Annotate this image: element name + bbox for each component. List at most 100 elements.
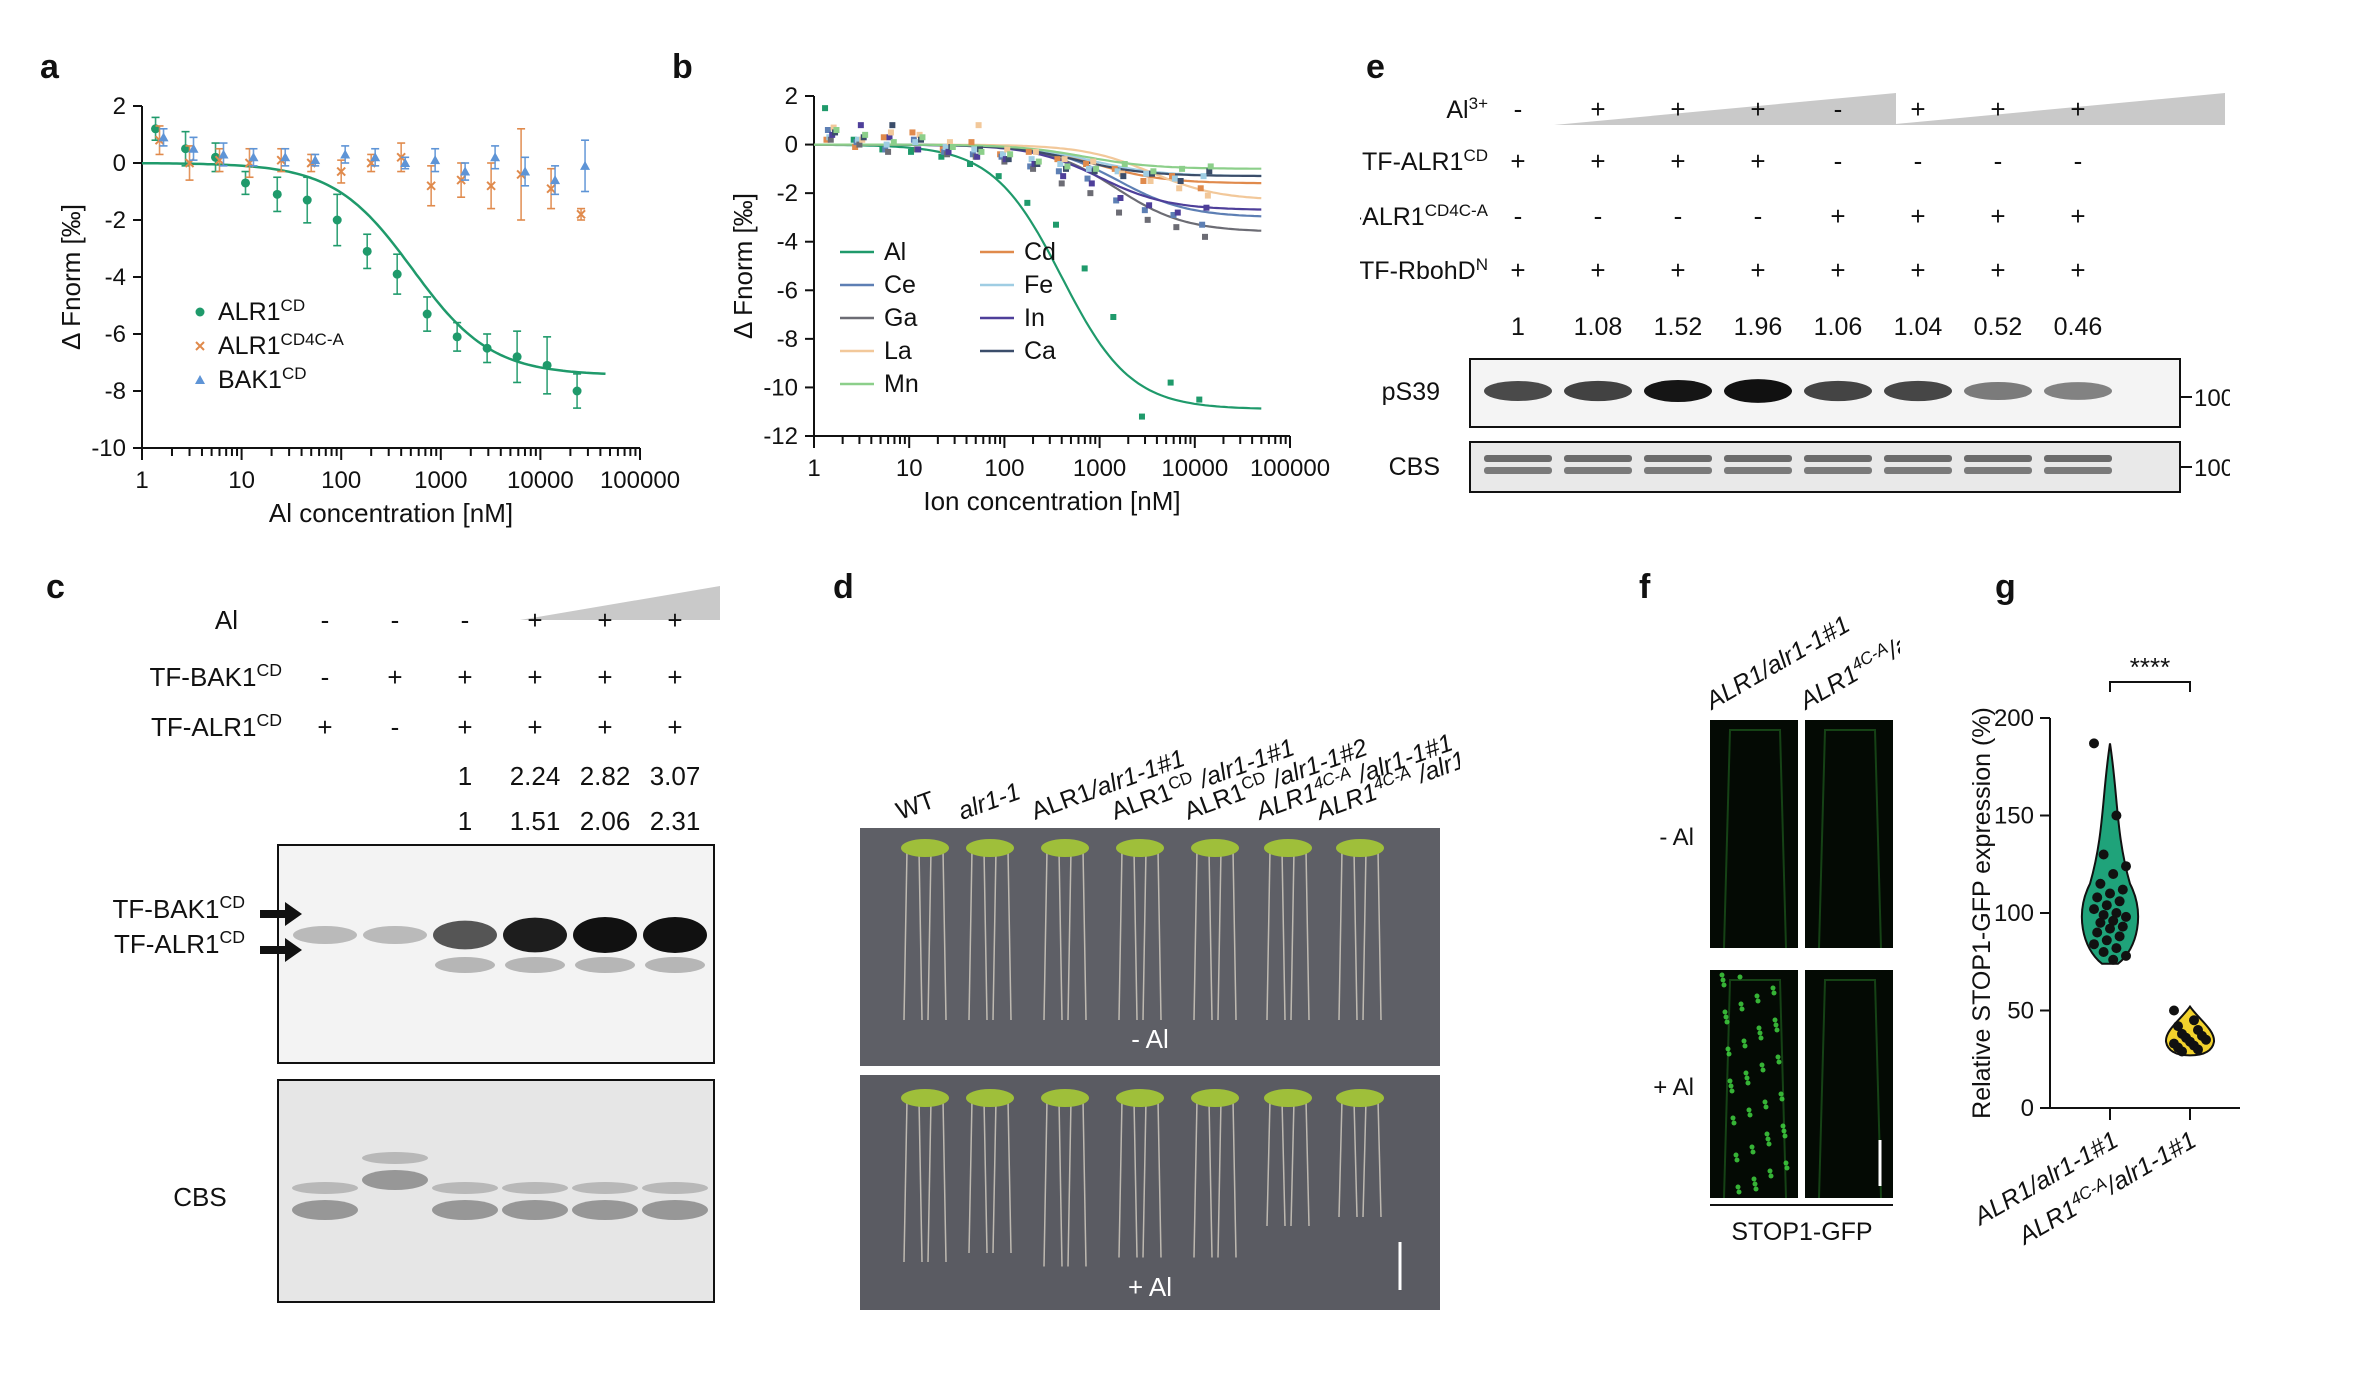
legend-label: Ga (884, 304, 917, 332)
row-label-part: Al (1446, 96, 1468, 124)
symbol: - (391, 712, 400, 742)
gfp-nucleus (1768, 1173, 1774, 1179)
root (1067, 849, 1072, 1021)
symbol: + (1910, 94, 1925, 124)
data-point (520, 166, 531, 176)
data-point (158, 132, 169, 142)
data-point (2117, 884, 2128, 895)
gfp-nucleus (1764, 1131, 1770, 1137)
data-point (1116, 209, 1123, 216)
root (1266, 1099, 1271, 1227)
root (927, 1099, 932, 1263)
data-point (1199, 221, 1206, 228)
data-point (1083, 161, 1090, 167)
root (1377, 1099, 1382, 1218)
gfp-nucleus (1726, 1051, 1732, 1057)
cbs-band (1884, 467, 1952, 474)
symbol: + (1990, 201, 2005, 231)
panel-f: ALR1/alr1-1#1 ALR14C-A/alr1-1#1- Al + Al ST… (1630, 580, 1982, 1270)
row-label-part: TF-ALR1 (151, 712, 256, 742)
legend-label: Ce (884, 271, 916, 299)
root (903, 849, 908, 1021)
cbs-band (1644, 455, 1712, 462)
data-point (824, 127, 831, 133)
root (1133, 849, 1138, 1021)
y-tick-label: 0 (785, 132, 798, 159)
x-tick-label: 10 (896, 455, 923, 482)
data-point (1140, 178, 1147, 184)
data-point (2092, 892, 2103, 903)
gfp-nucleus (1741, 1038, 1747, 1044)
gfp-nucleus (1746, 1107, 1752, 1113)
data-point (1144, 216, 1151, 223)
data-point (1206, 168, 1213, 175)
row-label: TF-ALR1CD4C-A (1360, 201, 1489, 232)
legend-marker (195, 341, 205, 351)
gfp-nucleus (1760, 1067, 1766, 1073)
data-point (2169, 1005, 2179, 1016)
seedling-leaves (1264, 1089, 1312, 1107)
legend-label-part: CD4C-A (281, 330, 345, 349)
gfp-nucleus (1758, 1035, 1764, 1041)
al-gradient-wedge (1885, 93, 2225, 125)
data-point (1058, 180, 1065, 187)
symbol: + (1750, 146, 1765, 176)
data-point (2121, 861, 2131, 872)
root (1043, 849, 1048, 1021)
panel-letter-b: b (672, 48, 693, 86)
cbs-band (1564, 455, 1632, 462)
symbol: + (2070, 255, 2085, 285)
data-point (1207, 163, 1214, 170)
root (1338, 849, 1343, 1021)
cbs-band (642, 1200, 708, 1220)
data-point (886, 134, 893, 141)
symbol: + (1750, 255, 1765, 285)
data-point (1150, 168, 1157, 175)
data-point (1060, 173, 1067, 180)
blot-band (433, 920, 497, 950)
gfp-nucleus (1750, 1149, 1756, 1155)
mw-label: 100 kD (2194, 385, 2230, 412)
data-point (2098, 909, 2109, 920)
blot-band (363, 926, 427, 944)
data-point (1025, 148, 1032, 155)
root (1118, 849, 1123, 1021)
symbol: - (1834, 94, 1843, 124)
x-tick-label: 100 (984, 455, 1024, 482)
data-point (241, 178, 251, 188)
y-axis-label: Relative STOP1-GFP expression (%) (1968, 707, 1996, 1119)
root (1142, 849, 1147, 1021)
gfp-nucleus (1762, 1099, 1768, 1105)
data-point (1032, 148, 1039, 155)
root (1193, 1099, 1198, 1258)
quant-value: 1 (458, 761, 472, 791)
band-label-part: TF-BAK1 (113, 894, 220, 924)
significance-bracket (2109, 681, 2191, 692)
row-label-part: TF-ALR1 (1362, 148, 1463, 176)
row-label-part: TF-RbohD (1360, 257, 1476, 285)
y-tick-label: 0 (2021, 1095, 2034, 1122)
data-point (2111, 943, 2122, 954)
symbol: - (321, 662, 330, 692)
gfp-nucleus (1765, 1136, 1771, 1142)
data-point (1088, 180, 1095, 187)
data-point (909, 129, 916, 136)
x-tick-label: 10000 (1161, 455, 1228, 482)
genotype-label-part: WT (892, 786, 938, 826)
legend-label-part: ALR1 (218, 332, 281, 360)
symbol: - (1754, 201, 1763, 231)
gfp-nucleus (1727, 1078, 1733, 1084)
data-point (1053, 221, 1060, 228)
blot-band (643, 917, 707, 953)
condition-label-plus: + Al (1128, 1272, 1172, 1302)
gfp-nucleus (1739, 1006, 1745, 1012)
gfp-nucleus (1763, 1104, 1769, 1110)
cbs-band (572, 1182, 638, 1194)
gfp-nucleus (1783, 1160, 1789, 1166)
gfp-nucleus (1734, 1157, 1740, 1163)
gfp-nucleus (1781, 1128, 1787, 1134)
x-tick-label: 100 (321, 467, 361, 494)
data-point (1173, 224, 1180, 231)
column-label-part: ALR1 (1699, 660, 1769, 717)
gfp-nucleus (1733, 1152, 1739, 1158)
